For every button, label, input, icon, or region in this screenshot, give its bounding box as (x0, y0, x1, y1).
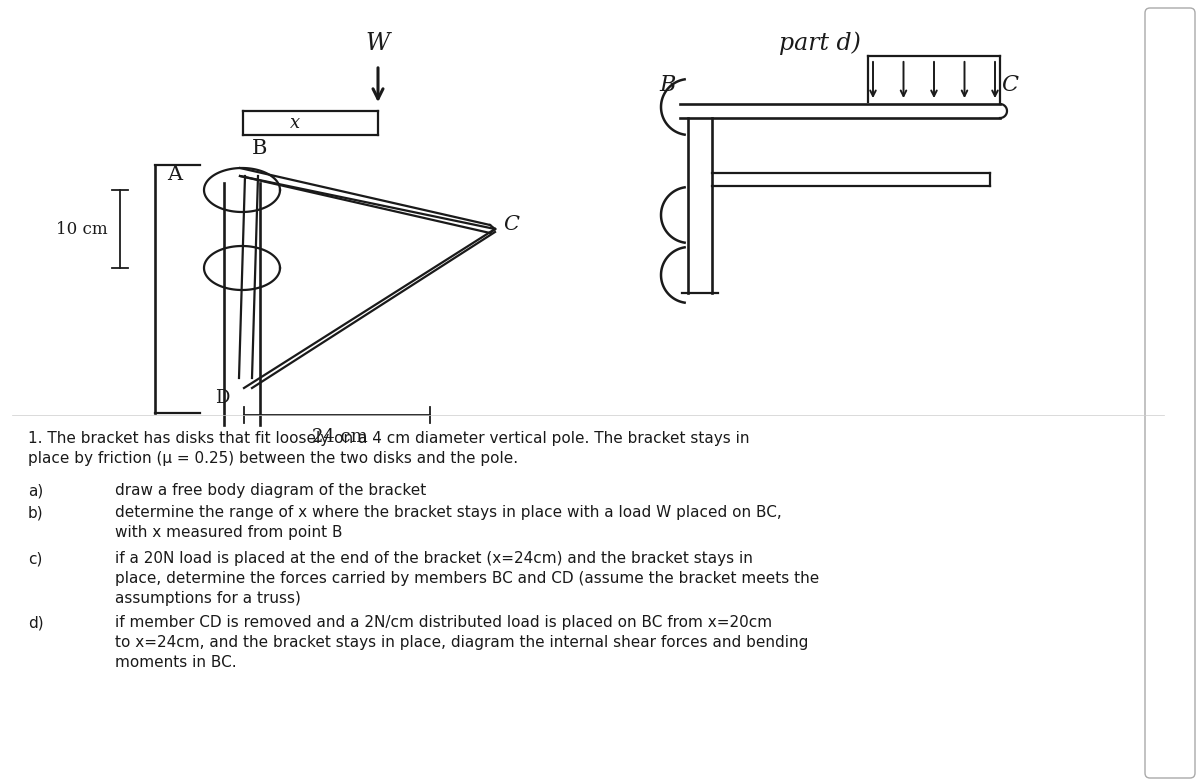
Text: B: B (660, 74, 676, 96)
Text: C: C (503, 215, 520, 234)
Text: a): a) (28, 483, 43, 498)
Text: draw a free body diagram of the bracket: draw a free body diagram of the bracket (115, 483, 426, 498)
Text: B: B (252, 139, 268, 158)
Text: d): d) (28, 615, 43, 630)
Text: 24 cm: 24 cm (312, 428, 368, 446)
Text: 10 cm: 10 cm (56, 221, 108, 237)
Text: b): b) (28, 505, 43, 520)
Text: C: C (1002, 74, 1019, 96)
Text: assumptions for a truss): assumptions for a truss) (115, 591, 301, 606)
Text: place, determine the forces carried by members BC and CD (assume the bracket mee: place, determine the forces carried by m… (115, 571, 820, 586)
Text: if member CD is removed and a 2N/cm distributed load is placed on BC from x=20cm: if member CD is removed and a 2N/cm dist… (115, 615, 772, 630)
Text: moments in BC.: moments in BC. (115, 655, 236, 670)
Text: A: A (168, 165, 182, 185)
Text: if a 20N load is placed at the end of the bracket (x=24cm) and the bracket stays: if a 20N load is placed at the end of th… (115, 551, 752, 566)
Text: D: D (215, 389, 229, 407)
Text: x: x (290, 114, 300, 132)
Text: c): c) (28, 551, 42, 566)
Text: part d): part d) (779, 31, 860, 55)
Text: to x=24cm, and the bracket stays in place, diagram the internal shear forces and: to x=24cm, and the bracket stays in plac… (115, 635, 809, 650)
Text: place by friction (μ = 0.25) between the two disks and the pole.: place by friction (μ = 0.25) between the… (28, 451, 518, 466)
Text: W: W (366, 31, 390, 55)
Text: 1. The bracket has disks that fit loosely on a 4 cm diameter vertical pole. The : 1. The bracket has disks that fit loosel… (28, 431, 750, 446)
Text: with x measured from point B: with x measured from point B (115, 525, 342, 540)
Text: determine the range of x where the bracket stays in place with a load W placed o: determine the range of x where the brack… (115, 505, 781, 520)
